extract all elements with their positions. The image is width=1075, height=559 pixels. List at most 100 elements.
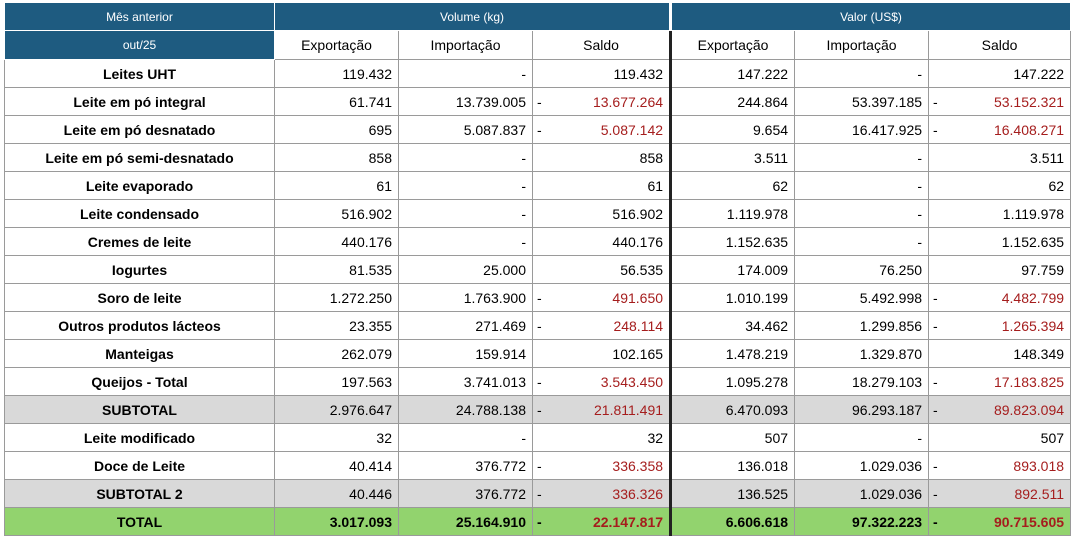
cell-value: Leite em pó integral <box>73 93 206 110</box>
val-exportacao-cell: 3.511 <box>670 143 796 172</box>
cell-value: 440.176 <box>341 233 392 250</box>
cell-value: 262.079 <box>341 345 392 362</box>
valor-group-header: Valor (US$) <box>670 2 1072 31</box>
negative-dash: - <box>933 289 938 306</box>
table-row: Leite evaporado 61 - 61 62 - 62 <box>4 171 1072 200</box>
cell-value: 32 <box>376 429 392 446</box>
cell-value: 1.095.278 <box>725 373 789 390</box>
cell-value: 147.222 <box>737 65 789 82</box>
val-saldo-cell: 148.349 <box>928 339 1072 368</box>
val-exportacao-cell: 62 <box>670 171 796 200</box>
cell-value: 893.018 <box>1013 457 1065 474</box>
cell-value: - <box>917 65 923 82</box>
cell-value: Queijos - Total <box>91 373 188 390</box>
val-importacao-cell: 76.250 <box>794 255 930 284</box>
val-importacao-cell: 1.029.036 <box>794 451 930 480</box>
cell-value: 6.470.093 <box>725 401 789 418</box>
cell-value: 248.114 <box>613 317 664 334</box>
subtotal-row: SUBTOTAL 2 40.446 376.772-336.326 136.525 1.… <box>4 479 1072 508</box>
cell-value: 136.018 <box>737 457 789 474</box>
vol-importacao-cell: - <box>398 199 533 228</box>
cell-value: 174.009 <box>737 261 789 278</box>
val-importacao-cell: - <box>794 143 930 172</box>
val-saldo-cell: 1.119.978 <box>928 199 1072 228</box>
cell-value: 53.397.185 <box>851 93 923 110</box>
cell-value: Doce de Leite <box>93 457 186 474</box>
cell-value: 96.293.187 <box>851 401 923 418</box>
vol-exportacao-cell: 23.355 <box>274 311 399 340</box>
row-label: Leite modificado <box>4 423 275 452</box>
negative-dash: - <box>933 401 938 418</box>
vol-importacao-cell: - <box>398 423 533 452</box>
cell-value: 89.823.094 <box>993 401 1065 418</box>
cell-value: 376.772 <box>475 457 526 474</box>
cell-value: Leites UHT <box>102 65 177 82</box>
cell-value: 1.265.394 <box>1001 317 1065 334</box>
val-saldo-cell: - 893.018 <box>928 451 1072 480</box>
vol-exportacao-cell: 40.414 <box>274 451 399 480</box>
cell-value: 1.152.635 <box>725 233 789 250</box>
row-label: Leite evaporado <box>4 171 275 200</box>
cell-value: 4.482.799 <box>1001 289 1065 306</box>
cell-value: 90.715.605 <box>993 513 1065 530</box>
negative-dash: - <box>933 373 938 390</box>
cell-value: 34.462 <box>745 317 789 334</box>
cell-value: 23.355 <box>349 317 392 334</box>
vol-importacao-cell: 5.087.837 <box>398 115 533 144</box>
vol-exportacao-cell: 61.741 <box>274 87 399 116</box>
cell-value: SUBTOTAL <box>102 401 177 418</box>
val-saldo-cell: 97.759 <box>928 255 1072 284</box>
cell-value: - <box>521 149 526 166</box>
cell-value: 148.349 <box>1013 345 1065 362</box>
val-importacao-cell: 97.322.223 <box>794 507 930 536</box>
cell-value: 1.763.900 <box>463 289 526 306</box>
val-exportacao-cell: 6.606.618 <box>670 507 796 536</box>
val-exportacao-cell: 244.864 <box>670 87 796 116</box>
cell-value: 81.535 <box>349 261 392 278</box>
val-exportacao-cell: 34.462 <box>670 311 796 340</box>
cell-value: 1.329.870 <box>859 345 923 362</box>
val-exportacao-cell: 1.152.635 <box>670 227 796 256</box>
cell-value: 56.535 <box>620 261 664 278</box>
table-row: Leite modificado 32 - 32 507 - 507 <box>4 423 1072 452</box>
vol-exportacao-cell: 40.446 <box>274 479 399 508</box>
vol-exportacao-cell: 197.563 <box>274 367 399 396</box>
negative-dash: - <box>933 485 938 502</box>
row-label: Soro de leite <box>4 283 275 312</box>
val-importacao-cell: 18.279.103 <box>794 367 930 396</box>
cell-value: 1.029.036 <box>859 457 923 474</box>
negative-dash: - <box>537 457 542 474</box>
row-label: Outros produtos lácteos <box>4 311 275 340</box>
table-row: Outros produtos lácteos 23.355 271.469-248… <box>4 311 1072 340</box>
vol-exportacao-cell: 1.272.250 <box>274 283 399 312</box>
cell-value: 40.414 <box>349 457 392 474</box>
vol-exportacao-cell: 61 <box>274 171 399 200</box>
negative-dash: - <box>933 121 938 138</box>
vol-saldo-cell: - 21.811.491 <box>531 395 673 424</box>
vol-importacao-cell: - <box>398 143 533 172</box>
table-row: Leite em pó integral 61.741 13.739.005-13.… <box>4 87 1072 116</box>
val-importacao-cell: 96.293.187 <box>794 395 930 424</box>
vol-saldo-cell: - 22.147.817 <box>531 507 673 536</box>
vol-importacao-cell: - <box>398 227 533 256</box>
cell-value: 62 <box>1048 177 1065 194</box>
val-exportacao-cell: 1.478.219 <box>670 339 796 368</box>
cell-value: 61.741 <box>349 93 392 110</box>
cell-value: Leite em pó desnatado <box>63 121 216 138</box>
cell-value: - <box>917 233 923 250</box>
row-label: Iogurtes <box>4 255 275 284</box>
cell-value: 22.147.817 <box>592 513 664 530</box>
table-row: Leite condensado 516.902 - 516.902 1.119.978… <box>4 199 1072 228</box>
header-row-columns: out/25 Exportação Importação Saldo Expor… <box>4 30 1072 60</box>
val-importacao-cell: 5.492.998 <box>794 283 930 312</box>
cell-value: 16.417.925 <box>851 121 923 138</box>
vol-saldo-cell: - 13.677.264 <box>531 87 673 116</box>
cell-value: 5.087.142 <box>600 121 664 138</box>
vol-importacao-cell: 3.741.013 <box>398 367 533 396</box>
vol-importacao-cell: - <box>398 59 533 88</box>
val-saldo-cell: - 892.511 <box>928 479 1072 508</box>
cell-value: 3.543.450 <box>600 373 664 390</box>
col-vol-importacao: Importação <box>398 30 533 60</box>
cell-value: 3.511 <box>1030 149 1065 166</box>
cell-value: 1.299.856 <box>859 317 923 334</box>
